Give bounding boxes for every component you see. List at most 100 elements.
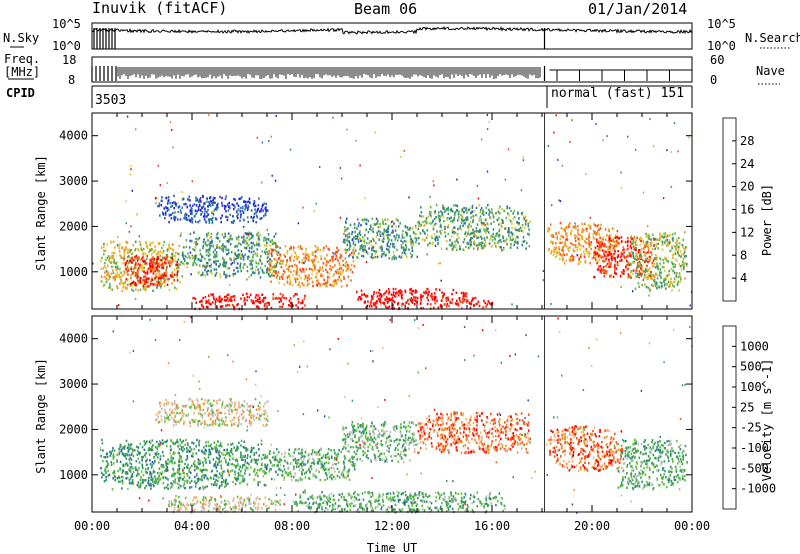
scatter-cell bbox=[383, 293, 385, 296]
scatter-cell bbox=[195, 237, 197, 241]
scatter-cell bbox=[676, 243, 678, 246]
scatter-cell bbox=[144, 259, 146, 263]
scatter-cell bbox=[100, 246, 103, 249]
scatter-cell bbox=[554, 256, 557, 259]
scatter-cell bbox=[613, 236, 616, 239]
scatter-cell bbox=[206, 477, 208, 480]
scatter-cell bbox=[243, 218, 245, 222]
scatter-cell bbox=[411, 254, 414, 257]
scatter-cell bbox=[214, 447, 217, 450]
scatter-cell bbox=[239, 253, 241, 256]
scatter-cell bbox=[385, 222, 387, 226]
scatter-cell bbox=[207, 205, 209, 208]
scatter-cell bbox=[434, 237, 436, 241]
scatter-cell bbox=[156, 440, 158, 444]
scatter-cell bbox=[622, 246, 625, 249]
scatter-cell bbox=[638, 254, 641, 258]
scatter-cell bbox=[607, 251, 610, 254]
scatter-cell bbox=[270, 261, 273, 264]
scatter-cell bbox=[162, 249, 165, 253]
scatter-cell bbox=[426, 253, 428, 256]
scatter-cell bbox=[179, 234, 182, 237]
scatter-cell bbox=[608, 258, 610, 261]
scatter-cell bbox=[128, 482, 131, 485]
scatter-cell bbox=[205, 270, 208, 273]
scatter-cell bbox=[236, 237, 238, 241]
scatter-cell bbox=[215, 268, 218, 271]
scatter-cell bbox=[596, 268, 599, 271]
scatter-cell bbox=[430, 303, 432, 306]
scatter-cell bbox=[316, 284, 319, 288]
scatter-cell bbox=[392, 251, 395, 254]
scatter-cell bbox=[592, 229, 595, 233]
scatter-cell bbox=[436, 299, 438, 303]
scatter-cell bbox=[395, 218, 397, 221]
scatter-cell bbox=[210, 303, 212, 306]
scatter-cell bbox=[655, 243, 658, 246]
scatter-cell bbox=[638, 285, 640, 288]
scatter-cell bbox=[674, 245, 676, 248]
scatter-cell bbox=[325, 260, 328, 263]
scatter-cell bbox=[447, 296, 449, 299]
scatter-cell bbox=[603, 275, 606, 278]
scatter-cell bbox=[400, 296, 403, 299]
scatter-cell bbox=[227, 205, 230, 209]
scatter-cell bbox=[274, 272, 277, 275]
scatter-cell bbox=[646, 257, 649, 260]
scatter-cell bbox=[141, 463, 143, 466]
scatter-cell bbox=[456, 219, 459, 222]
scatter-cell bbox=[257, 235, 260, 238]
scatter-cell bbox=[642, 240, 644, 243]
scatter-cell bbox=[299, 247, 301, 250]
scatter-cell bbox=[605, 250, 607, 253]
scatter-cell bbox=[139, 482, 142, 485]
scatter-cell bbox=[133, 282, 135, 285]
scatter-cell bbox=[593, 251, 596, 255]
scatter-cell bbox=[230, 463, 233, 466]
scatter-cell bbox=[201, 211, 204, 214]
scatter-cell bbox=[561, 258, 564, 261]
scatter-cell bbox=[363, 219, 365, 222]
scatter-cell bbox=[206, 211, 208, 214]
scatter-cell bbox=[443, 303, 446, 306]
scatter-cell bbox=[370, 253, 373, 256]
scatter-cell bbox=[242, 206, 244, 209]
scatter-cell bbox=[479, 230, 482, 233]
scatter-cell bbox=[119, 480, 122, 483]
scatter-cell bbox=[528, 228, 530, 231]
scatter-cell bbox=[223, 204, 226, 208]
scatter-cell bbox=[258, 236, 260, 239]
scatter-cell bbox=[410, 297, 413, 300]
scatter-cell bbox=[122, 282, 125, 285]
scatter-cell bbox=[157, 263, 159, 266]
scatter-cell bbox=[272, 293, 275, 296]
scatter-cell bbox=[228, 304, 231, 307]
scatter-cell bbox=[236, 477, 238, 480]
scatter-cell bbox=[252, 300, 255, 303]
scatter-cell bbox=[509, 219, 512, 223]
scatter-cell bbox=[157, 251, 160, 254]
scatter-cell bbox=[438, 288, 441, 291]
scatter-cell bbox=[210, 293, 212, 296]
scatter-cell bbox=[640, 253, 642, 257]
scatter-cell bbox=[586, 230, 588, 233]
scatter-cell bbox=[665, 287, 667, 290]
scatter-cell bbox=[215, 456, 218, 459]
colorbar-tick-label: 12 bbox=[740, 225, 754, 239]
scatter-cell bbox=[249, 293, 252, 296]
scatter-cell bbox=[177, 206, 180, 209]
scatter-cell bbox=[459, 247, 461, 251]
scatter-cell bbox=[583, 255, 586, 259]
scatter-cell bbox=[311, 251, 314, 254]
scatter-cell bbox=[142, 252, 144, 255]
scatter-cell bbox=[473, 242, 475, 246]
scatter-cell bbox=[361, 247, 364, 251]
scatter-cell bbox=[414, 298, 416, 302]
scatter-cell bbox=[214, 303, 216, 306]
scatter-cell bbox=[221, 473, 224, 477]
scatter-cell bbox=[392, 306, 394, 309]
scatter-cell bbox=[355, 139, 357, 142]
scatter-cell bbox=[605, 264, 607, 268]
scatter-cell bbox=[542, 270, 545, 272]
scatter-cell bbox=[152, 241, 154, 244]
